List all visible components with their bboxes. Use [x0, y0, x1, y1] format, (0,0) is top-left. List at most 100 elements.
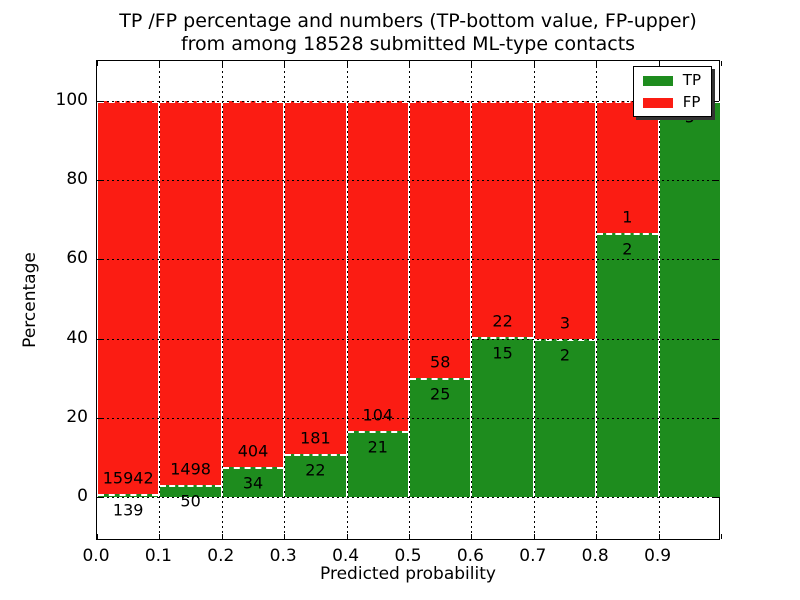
bar-0.5-0.6: [409, 61, 472, 539]
x-tick-mark: [346, 534, 348, 539]
tp-segment: [472, 336, 533, 498]
x-tick-label: 0.2: [207, 546, 235, 566]
y-tick-label: 100: [55, 89, 88, 110]
horizontal-gridline: [97, 100, 719, 102]
x-tick-mark-top: [596, 61, 598, 66]
vertical-gridline: [409, 61, 410, 539]
fp-segment: [597, 100, 658, 233]
x-tick-mark-top: [533, 61, 535, 66]
legend-entry-fp: FP: [642, 93, 701, 111]
x-tick-mark-top: [471, 61, 473, 66]
x-tick-label: 0.5: [394, 546, 422, 566]
x-tick-mark-top: [221, 61, 223, 66]
tp-segment: [160, 484, 221, 498]
plot-area: TP FP 15942 139 1498 50 404 34 181 22 104 21 58 25 2…: [96, 60, 722, 540]
x-tick-mark: [596, 534, 598, 539]
chart-title: TP /FP percentage and numbers (TP-bottom…: [96, 10, 720, 56]
tp-count-label: 25: [430, 384, 451, 404]
x-tick-mark-top: [409, 61, 410, 66]
chart-title-line1: TP /FP percentage and numbers (TP-bottom…: [119, 10, 697, 32]
bar-0.4-0.5: [346, 61, 409, 539]
bar-0.9-1.0: [658, 61, 721, 539]
x-tick-mark: [721, 534, 722, 539]
x-tick-label: 0.3: [269, 546, 297, 566]
y-tick-mark: [97, 497, 102, 499]
fp-segment: [410, 100, 471, 378]
fp-count-label: 15942: [102, 468, 154, 488]
y-tick-label: 0: [77, 486, 88, 507]
vertical-gridline: [221, 61, 223, 539]
tp-count-label: 21: [367, 437, 388, 457]
horizontal-gridline: [97, 259, 719, 261]
tp-segment: [285, 454, 346, 498]
fp-segment: [472, 100, 533, 337]
fp-count-label: 58: [430, 352, 451, 372]
y-tick-mark: [97, 259, 102, 261]
x-tick-mark-top: [658, 61, 660, 66]
bar-0.0-0.1: [97, 61, 160, 539]
horizontal-gridline: [97, 497, 719, 499]
bar-0.7-0.8: [533, 61, 597, 539]
fp-segment: [160, 100, 221, 485]
tp-count-label: 15: [492, 343, 513, 363]
horizontal-gridline: [97, 180, 719, 181]
x-tick-mark: [284, 534, 286, 539]
legend-label-tp: TP: [682, 71, 701, 89]
tp-segment: [222, 466, 284, 498]
x-tick-mark: [221, 534, 223, 539]
bar-0.8-0.9: [596, 61, 659, 539]
vertical-gridline: [284, 61, 286, 539]
x-tick-label: 0.0: [82, 546, 110, 566]
x-tick-mark-top: [97, 61, 98, 66]
fp-segment: [534, 100, 596, 339]
tp-segment: [98, 493, 159, 498]
legend: TP FP: [632, 66, 712, 117]
legend-swatch-tp-icon: [642, 75, 673, 86]
x-tick-label: 0.4: [332, 546, 360, 566]
tp-segment: [597, 232, 658, 498]
vertical-gridline: [471, 61, 473, 539]
fp-segment: [98, 100, 159, 494]
tp-segment: [410, 377, 471, 498]
bar-0.3-0.4: [284, 61, 347, 539]
x-tick-label: 0.9: [644, 546, 672, 566]
fp-count-label: 3: [559, 313, 571, 333]
x-tick-mark-top: [721, 61, 722, 66]
tp-segment: [659, 100, 720, 498]
y-tick-label: 80: [66, 169, 88, 189]
x-tick-mark: [159, 534, 161, 539]
fp-count-label: 404: [237, 441, 269, 461]
x-tick-mark: [533, 534, 535, 539]
fp-segment: [285, 100, 346, 455]
tp-count-label: 2: [559, 345, 571, 365]
y-tick-mark-right: [714, 497, 719, 499]
fp-count-label: 181: [300, 428, 331, 448]
y-tick-label: 60: [66, 248, 88, 269]
legend-entry-tp: TP: [642, 71, 701, 89]
y-tick-mark: [97, 100, 102, 102]
x-tick-mark-top: [346, 61, 348, 66]
vertical-gridline: [533, 61, 535, 539]
tp-count-label: 139: [112, 500, 144, 520]
y-tick-mark-right: [714, 338, 719, 340]
x-tick-mark: [97, 534, 98, 539]
fp-count-label: 1498: [170, 459, 211, 479]
fp-count-label: 104: [362, 405, 394, 425]
x-tick-mark: [409, 534, 410, 539]
vertical-gridline: [159, 61, 161, 539]
y-tick-mark: [97, 418, 102, 420]
tp-count-label: 2: [622, 239, 633, 259]
tp-count-label: 50: [180, 491, 201, 511]
y-tick-mark-right: [714, 180, 719, 181]
tp-count-label: 22: [305, 460, 326, 480]
y-tick-mark-right: [714, 100, 719, 102]
horizontal-gridline: [97, 338, 719, 340]
horizontal-gridline: [97, 418, 719, 420]
bar-0.6-0.7: [471, 61, 534, 539]
x-tick-mark-top: [284, 61, 286, 66]
legend-label-fp: FP: [682, 93, 701, 111]
y-tick-mark-right: [714, 418, 719, 420]
y-tick-mark-right: [714, 259, 719, 261]
fp-count-label: 22: [492, 311, 513, 331]
